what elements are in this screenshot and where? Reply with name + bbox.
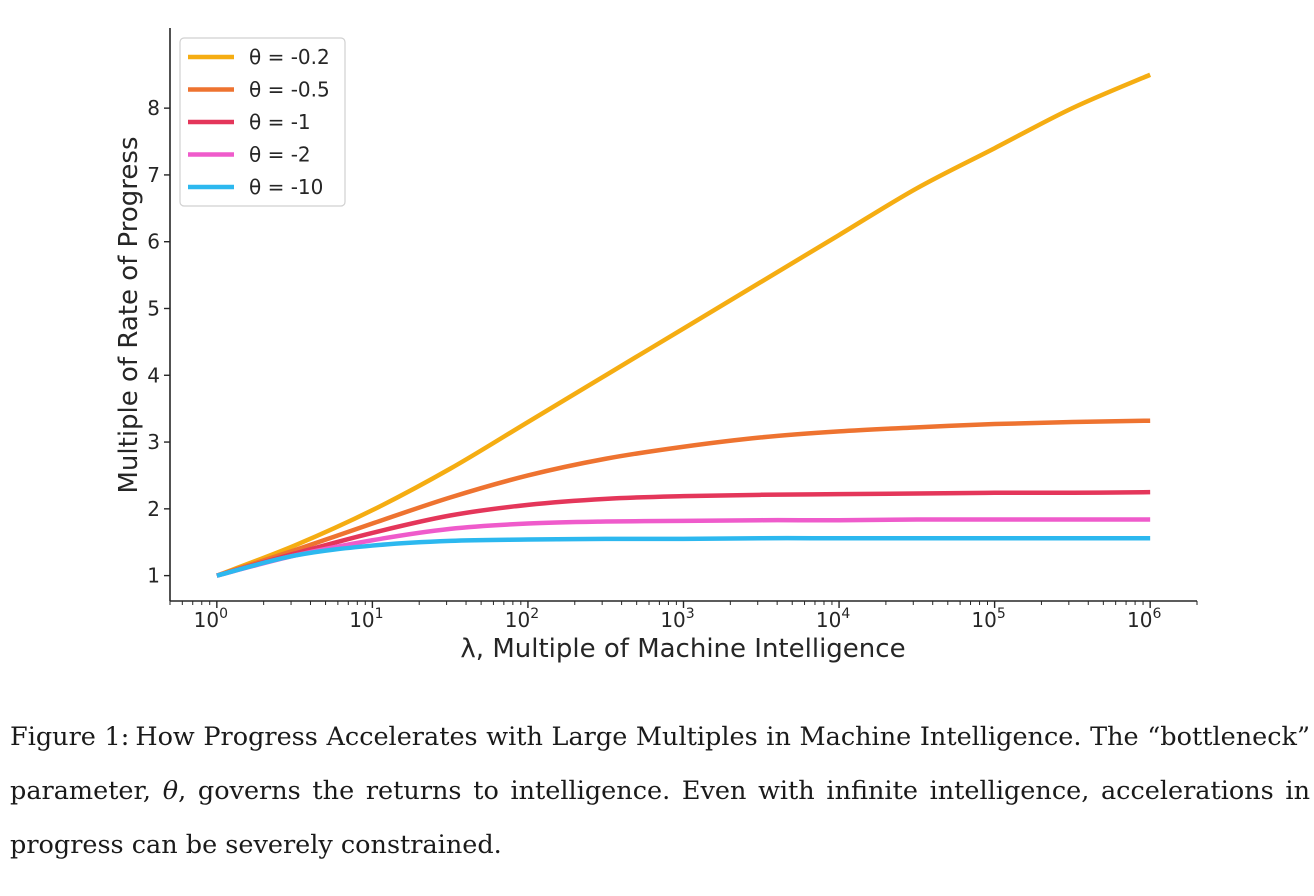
y-tick-label: 2	[147, 497, 160, 521]
y-tick-label: 4	[147, 363, 160, 387]
chart-legend: θ = -0.2 θ = -0.5 θ = -1 θ = -2 θ = -10	[179, 37, 346, 207]
y-axis-label: Multiple of Rate of Progress	[114, 136, 144, 493]
x-tick-label: 101	[349, 606, 383, 632]
legend-frame	[179, 37, 346, 207]
y-tick-label: 5	[147, 296, 160, 320]
line-chart: 1 2 3 4 5 6 7 8 100 101 102 103 104 105 106 λ, Multipl…	[114, 28, 1198, 664]
chart-ticks: 1 2 3 4 5 6 7 8 100 101 102 103 104 105 106	[147, 96, 1198, 632]
y-tick-label: 8	[147, 96, 160, 120]
legend-label: θ = -0.2	[249, 45, 330, 69]
series-line-4	[216, 517, 1151, 578]
x-tick-label: 106	[1127, 606, 1161, 632]
series-line-2	[216, 418, 1151, 578]
x-tick-label: 104	[816, 606, 850, 632]
y-tick-label: 7	[147, 163, 160, 187]
caption-label: Figure 1:	[10, 722, 130, 752]
legend-label: θ = -2	[249, 143, 311, 167]
caption-theta-symbol: θ	[162, 776, 179, 806]
y-tick-label: 3	[147, 430, 160, 454]
x-tick-label: 103	[660, 606, 694, 632]
x-tick-label: 105	[971, 606, 1005, 632]
series-line-1	[216, 72, 1152, 578]
y-tick-label: 1	[147, 564, 160, 588]
legend-label: θ = -0.5	[249, 78, 330, 102]
caption-text-part-2: , governs the returns to intelligence. E…	[10, 776, 1311, 860]
series-line-5	[216, 535, 1151, 578]
figure-caption: Figure 1: How Progress Accelerates with L…	[10, 710, 1310, 872]
y-tick-label: 6	[147, 230, 160, 254]
chart-series	[216, 72, 1152, 578]
series-line-3	[216, 489, 1151, 578]
x-axis-label: λ, Multiple of Machine Intelligence	[460, 634, 905, 664]
legend-label: θ = -10	[249, 175, 323, 199]
x-tick-label: 100	[194, 606, 228, 632]
legend-label: θ = -1	[249, 110, 311, 134]
x-tick-label: 102	[505, 606, 539, 632]
caption-text-part-1: How Progress Accelerates with Large Mult…	[10, 722, 1310, 806]
